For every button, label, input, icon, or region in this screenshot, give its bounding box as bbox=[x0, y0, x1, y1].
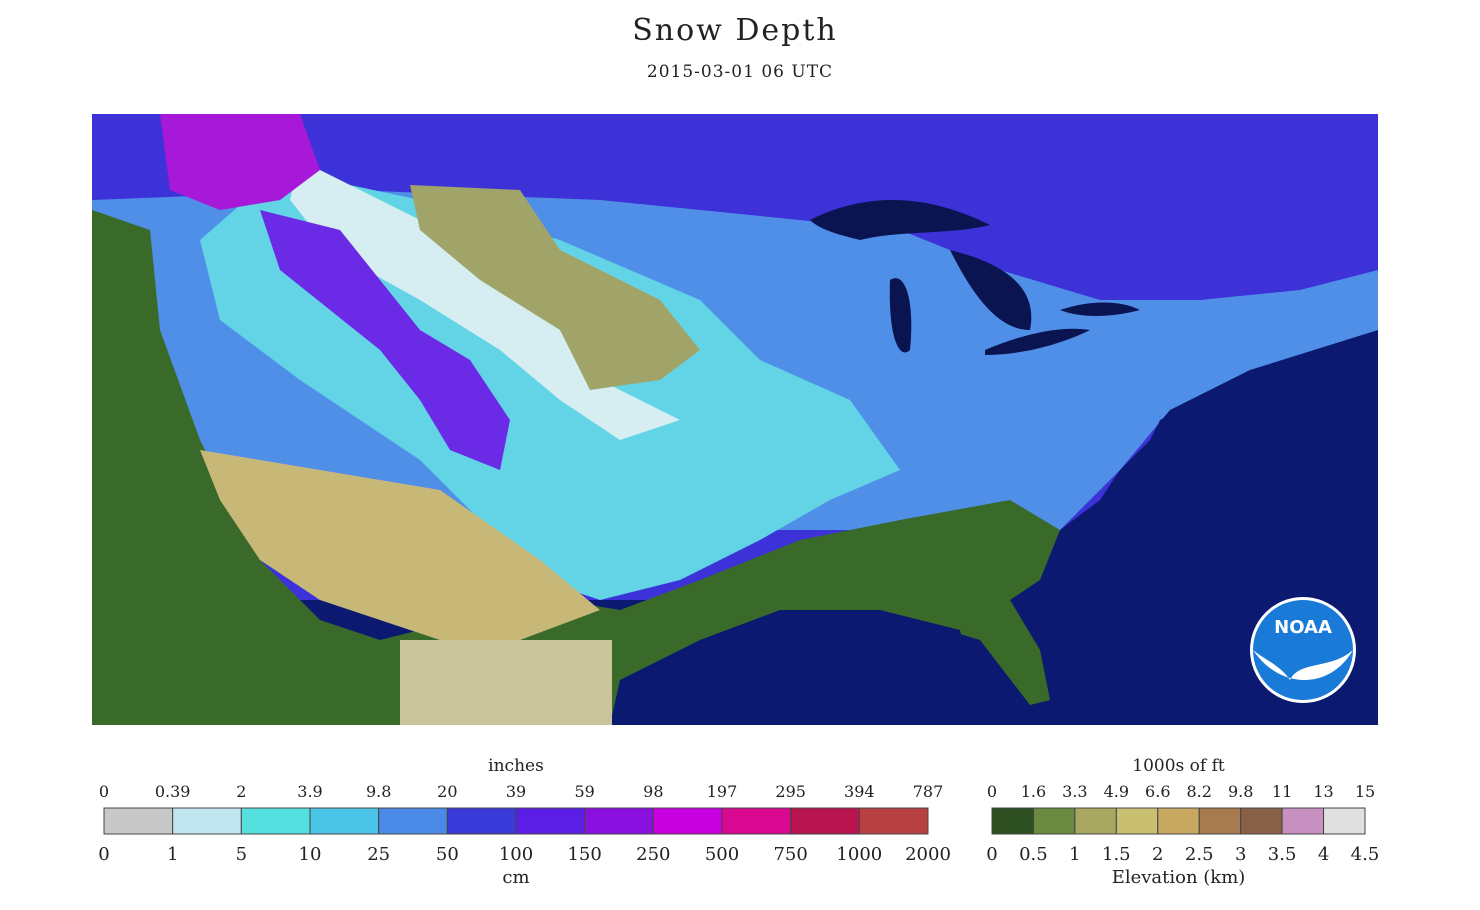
legend-label: 59 bbox=[574, 782, 594, 801]
legend-label: 25 bbox=[367, 844, 390, 865]
legend-label: 0.5 bbox=[1019, 844, 1048, 865]
lake-michigan bbox=[889, 278, 912, 353]
deep-snow bbox=[160, 114, 320, 210]
legend-label: 100 bbox=[499, 844, 533, 865]
legend-swatch bbox=[1323, 807, 1366, 835]
legend-unit: 1000s of ft bbox=[1132, 756, 1225, 776]
mexico bbox=[400, 640, 612, 725]
logo-gull bbox=[1253, 650, 1353, 680]
legend-label: 0.39 bbox=[155, 782, 191, 801]
legend-label: 150 bbox=[567, 844, 601, 865]
legend-label: 9.8 bbox=[366, 782, 391, 801]
legend-label: 0 bbox=[99, 782, 109, 801]
legend-swatch bbox=[1240, 807, 1283, 835]
legend-label: 295 bbox=[775, 782, 806, 801]
legend-label: 0 bbox=[98, 844, 109, 865]
legend-label: 8.2 bbox=[1186, 782, 1211, 801]
legend-swatch bbox=[309, 807, 380, 835]
legend-label: 4.5 bbox=[1351, 844, 1380, 865]
legend-label: 2.5 bbox=[1185, 844, 1214, 865]
legend-label: 197 bbox=[707, 782, 738, 801]
legend-label: 2 bbox=[1152, 844, 1163, 865]
legend-label: 1 bbox=[1069, 844, 1080, 865]
legend-swatch bbox=[1281, 807, 1325, 835]
legend-label: 15 bbox=[1355, 782, 1375, 801]
title: Snow Depth bbox=[632, 13, 838, 48]
legend-label: 20 bbox=[437, 782, 457, 801]
legend-swatch bbox=[1157, 807, 1200, 835]
legend-swatch bbox=[1032, 807, 1076, 835]
legend-label: 394 bbox=[844, 782, 875, 801]
legend-label: 3.5 bbox=[1268, 844, 1297, 865]
legend-label: 3.3 bbox=[1062, 782, 1087, 801]
desert bbox=[200, 450, 600, 640]
legend-unit: inches bbox=[488, 756, 544, 776]
legend-label: 4.9 bbox=[1104, 782, 1129, 801]
legend-swatch bbox=[584, 807, 654, 835]
legend-swatch bbox=[1115, 807, 1159, 835]
legend-swatch bbox=[858, 807, 929, 835]
subtitle: 2015-03-01 06 UTC bbox=[647, 62, 833, 82]
legend-unit: cm bbox=[502, 867, 529, 888]
lake-superior bbox=[810, 200, 990, 240]
legend-swatch bbox=[790, 807, 860, 835]
legend-swatch bbox=[172, 807, 242, 835]
lake-erie bbox=[985, 328, 1090, 355]
legend-label: 1.6 bbox=[1021, 782, 1046, 801]
legend-label: 787 bbox=[913, 782, 944, 801]
legend-label: 9.8 bbox=[1228, 782, 1253, 801]
legend-label: 1 bbox=[167, 844, 178, 865]
legend-swatch bbox=[446, 807, 517, 835]
legend-label: 0 bbox=[987, 782, 997, 801]
legend-swatch bbox=[103, 807, 174, 835]
legend-label: 98 bbox=[643, 782, 663, 801]
legend-label: 3 bbox=[1235, 844, 1246, 865]
legend-swatch bbox=[1198, 807, 1242, 835]
legend-label: 11 bbox=[1272, 782, 1292, 801]
legend-label: 1.5 bbox=[1102, 844, 1131, 865]
legend-label: 6.6 bbox=[1145, 782, 1170, 801]
legend-label: 750 bbox=[773, 844, 807, 865]
legend-label: 10 bbox=[299, 844, 322, 865]
bare-south bbox=[92, 210, 1060, 725]
legend-unit: Elevation (km) bbox=[1112, 867, 1246, 888]
legend-label: 2000 bbox=[905, 844, 951, 865]
legend-label: 500 bbox=[705, 844, 739, 865]
map: NOAA bbox=[92, 114, 1378, 725]
lake-ontario bbox=[1060, 302, 1140, 316]
legend-swatch bbox=[1074, 807, 1117, 835]
gulf bbox=[700, 610, 980, 725]
legend-label: 4 bbox=[1318, 844, 1329, 865]
legend-swatch bbox=[378, 807, 448, 835]
legend-label: 2 bbox=[236, 782, 246, 801]
legend-label: 1000 bbox=[836, 844, 882, 865]
logo-text: NOAA bbox=[1274, 617, 1332, 638]
logo bbox=[1253, 600, 1353, 700]
lake-huron bbox=[950, 250, 1032, 330]
legend-label: 3.9 bbox=[297, 782, 322, 801]
legend-swatch bbox=[721, 807, 792, 835]
legend-swatch bbox=[652, 807, 723, 835]
legend-label: 39 bbox=[506, 782, 526, 801]
legend-swatch bbox=[240, 807, 311, 835]
legend-label: 0 bbox=[986, 844, 997, 865]
legend-label: 13 bbox=[1313, 782, 1333, 801]
legend-label: 250 bbox=[636, 844, 670, 865]
legend-label: 5 bbox=[236, 844, 247, 865]
legend-label: 50 bbox=[436, 844, 459, 865]
bare-plains bbox=[410, 185, 700, 390]
legend-swatch bbox=[991, 807, 1034, 835]
legend-swatch bbox=[515, 807, 586, 835]
rockies-snow bbox=[260, 210, 510, 470]
